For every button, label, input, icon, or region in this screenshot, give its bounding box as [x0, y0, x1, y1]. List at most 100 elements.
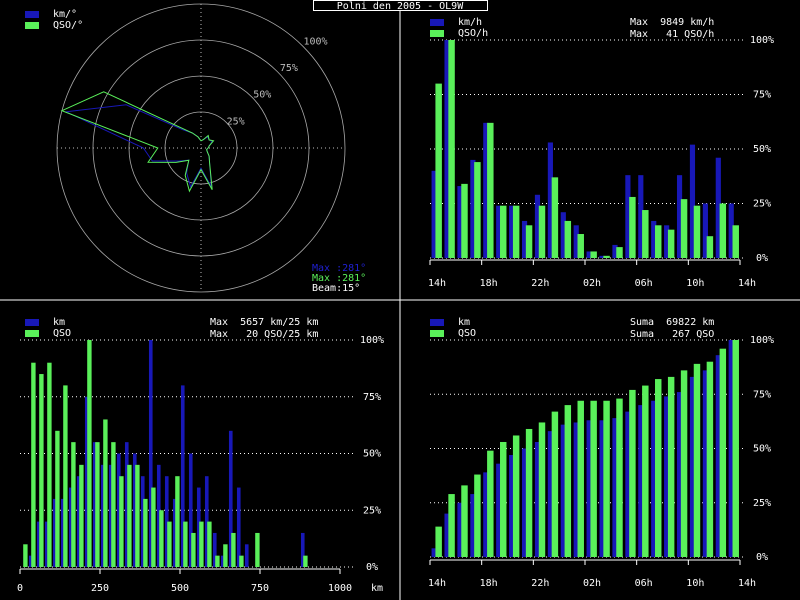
- bar: [719, 203, 727, 258]
- legend-label: km: [53, 317, 65, 328]
- bar: [196, 487, 201, 567]
- bar: [496, 205, 502, 258]
- r-tick-label: 50%: [253, 90, 271, 101]
- bar: [732, 340, 739, 557]
- bar: [457, 502, 463, 557]
- bar: [461, 183, 468, 258]
- bar: [509, 205, 515, 258]
- bar: [642, 385, 649, 557]
- annotation: Suma 69822 km: [630, 317, 714, 328]
- bar: [204, 476, 209, 567]
- y-tick-label: 50%: [363, 449, 381, 460]
- bar: [496, 463, 502, 557]
- bar: [95, 442, 100, 567]
- bar: [188, 453, 193, 567]
- bar: [28, 555, 33, 567]
- bar: [474, 162, 481, 258]
- bar: [63, 385, 68, 567]
- bar: [207, 521, 212, 567]
- bar: [461, 485, 468, 557]
- bar: [76, 476, 81, 567]
- bar: [651, 220, 657, 258]
- bar: [164, 476, 169, 567]
- bar: [39, 374, 44, 567]
- legend-swatch: [25, 319, 39, 326]
- legend-swatch: [430, 30, 444, 37]
- legend-swatch: [430, 319, 444, 326]
- bar: [538, 205, 546, 258]
- legend-label: QSO: [458, 328, 476, 339]
- y-tick-label: 75%: [363, 392, 381, 403]
- bar: [444, 40, 450, 258]
- bar: [435, 83, 442, 258]
- bar: [135, 464, 140, 567]
- annotation: Max :281°: [312, 273, 366, 284]
- bar: [180, 385, 185, 567]
- legend-swatch: [25, 22, 39, 29]
- page-title: Polni den 2005 - OL9W: [337, 1, 464, 12]
- bar: [534, 441, 541, 557]
- bar: [132, 453, 137, 567]
- bar: [560, 424, 566, 557]
- bar: [603, 400, 610, 557]
- bar: [84, 396, 89, 567]
- y-tick-label: 0%: [366, 562, 378, 573]
- x-tick-label: 14h: [738, 578, 756, 589]
- bar: [512, 435, 520, 557]
- bar: [590, 400, 597, 557]
- bar: [52, 498, 57, 567]
- bar: [715, 157, 721, 258]
- bar: [483, 122, 489, 258]
- legend-label: km/h: [458, 17, 482, 28]
- bar: [638, 405, 644, 557]
- r-tick-label: 75%: [280, 63, 298, 74]
- bar: [564, 405, 572, 557]
- bar: [655, 225, 662, 258]
- legend-swatch: [430, 330, 444, 337]
- bar: [183, 521, 188, 567]
- bar: [706, 236, 714, 258]
- bar: [693, 205, 701, 258]
- x-axis-label: km: [371, 583, 383, 594]
- y-tick-label: 100%: [360, 335, 384, 346]
- y-tick-label: 75%: [753, 389, 771, 400]
- legend-label: QSO/h: [458, 28, 488, 39]
- bar: [435, 526, 442, 557]
- bar: [231, 532, 236, 567]
- bar: [470, 159, 476, 258]
- grid-circle: [128, 75, 274, 221]
- x-tick-label: 02h: [583, 578, 601, 589]
- x-tick-label: 10h: [686, 278, 704, 289]
- bar: [676, 175, 683, 258]
- bar: [167, 521, 172, 567]
- bar: [175, 476, 180, 567]
- x-tick-label: 22h: [531, 278, 549, 289]
- x-tick-label: 250: [91, 583, 109, 594]
- bar: [702, 203, 708, 258]
- bar: [79, 464, 84, 567]
- bar: [444, 513, 450, 557]
- y-tick-label: 100%: [750, 335, 774, 346]
- bar: [728, 340, 734, 557]
- bar: [159, 510, 164, 567]
- bar: [487, 450, 494, 557]
- bar: [487, 122, 494, 258]
- bar: [551, 411, 559, 557]
- bar: [651, 400, 657, 557]
- r-tick-label: 100%: [304, 36, 328, 47]
- bar: [599, 420, 605, 557]
- bar: [470, 494, 476, 557]
- bar: [509, 455, 515, 557]
- bar: [538, 422, 546, 557]
- bar: [599, 255, 605, 258]
- y-tick-label: 0%: [756, 253, 768, 264]
- bar: [689, 376, 696, 557]
- bar: [512, 205, 520, 258]
- bar: [577, 234, 584, 258]
- bar: [551, 177, 559, 258]
- bar: [500, 441, 507, 557]
- bar: [300, 532, 305, 567]
- bar: [108, 464, 113, 567]
- bar: [534, 194, 541, 258]
- y-tick-label: 75%: [753, 90, 771, 101]
